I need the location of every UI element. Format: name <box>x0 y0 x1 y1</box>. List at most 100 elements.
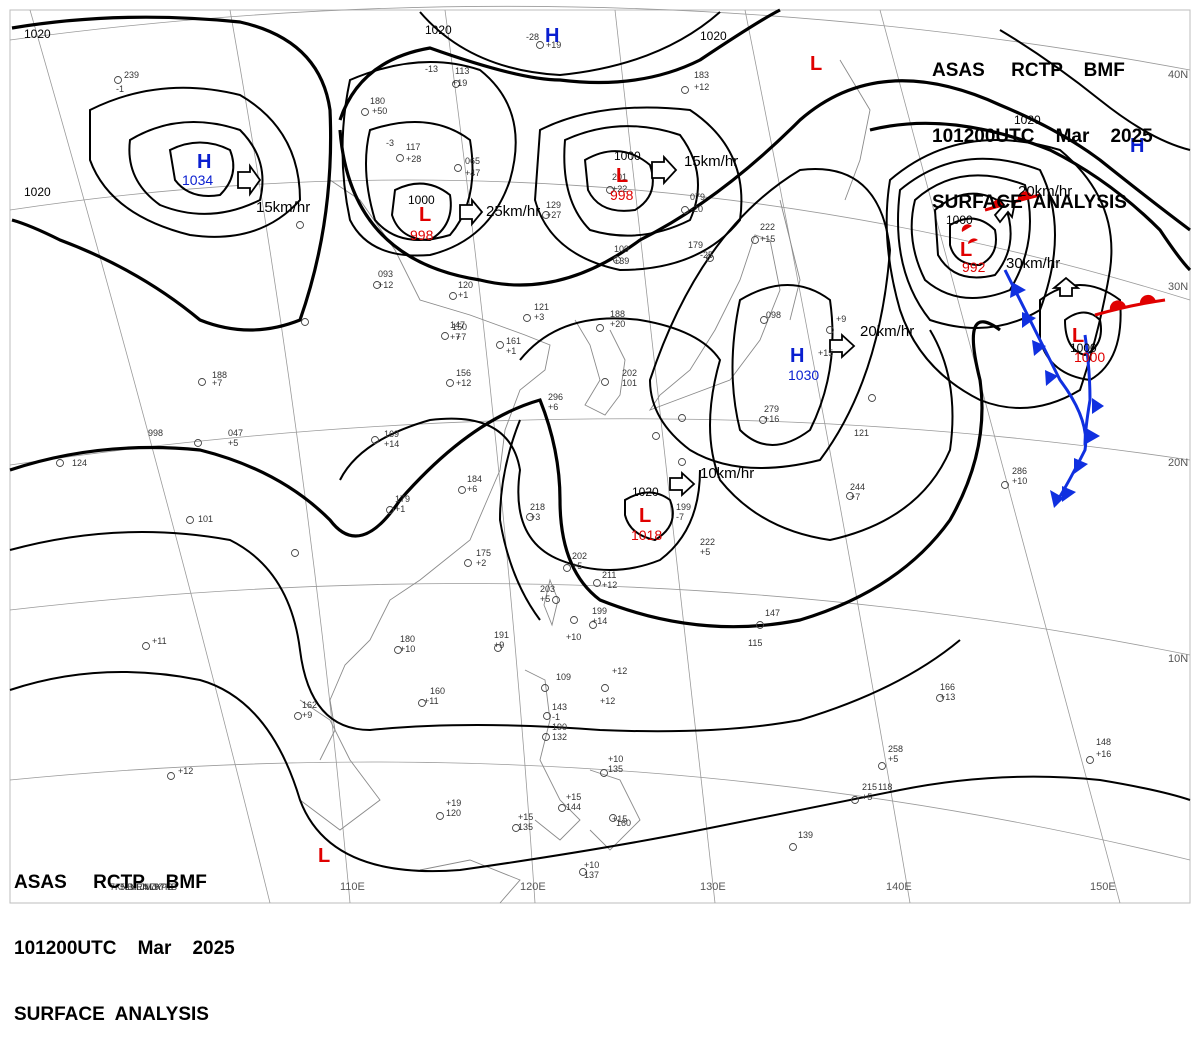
isobar-label: 1000 <box>1070 341 1097 355</box>
coastlines <box>299 59 871 904</box>
station-label: 184 <box>467 474 482 484</box>
low-center-992: L <box>960 239 972 261</box>
lat-line-0 <box>9 761 1191 861</box>
station-label: -7 <box>676 512 684 522</box>
low-value-992: 992 <box>962 259 986 275</box>
isobar-label: 1000 <box>946 213 973 227</box>
station-label: 115 <box>748 638 762 648</box>
station-label: +12 <box>600 696 615 706</box>
station-label: VRNL9 <box>130 882 159 892</box>
lon-line-140e <box>744 9 911 904</box>
movement-speeds: 15km/hr 25km/hr 15km/hr 20km/hr 10km/hr … <box>256 153 1072 482</box>
speed-l992: 30km/hr <box>1006 255 1060 272</box>
station-label: +7 <box>450 332 460 342</box>
lat-line-20n <box>9 418 1191 466</box>
station-label: +5 <box>228 438 238 448</box>
station-label: 135 <box>608 764 623 774</box>
station-label: 117 <box>406 142 420 152</box>
station-label: -13 <box>425 64 438 74</box>
station-label: JMJY <box>140 882 163 892</box>
station-label: 5LNE4 <box>120 882 148 892</box>
station-label: 203 <box>540 584 555 594</box>
isobar-1012-south <box>9 671 1191 873</box>
low-center-1018: L <box>639 505 651 527</box>
station-label: +19 <box>546 40 561 50</box>
station-label: 199 <box>676 502 691 512</box>
station-label: 175 <box>476 548 491 558</box>
station-label: +12 <box>456 378 471 388</box>
isobar-labels: 1020 1020 1020 1020 1020 1000 1000 1000 … <box>24 23 1097 499</box>
station-label: 202 <box>622 368 637 378</box>
arrow-h1030 <box>829 332 856 360</box>
lon-line-100e <box>29 9 271 904</box>
station-label: +10 <box>584 860 599 870</box>
station-label: +16 <box>1096 749 1111 759</box>
station-label: 121 <box>854 428 869 438</box>
isobar-1024-h1030 <box>648 168 892 469</box>
station-label: +14 <box>384 439 399 449</box>
station-label: 998 <box>148 428 163 438</box>
isobar-1020-l1018 <box>624 491 674 542</box>
station-label: 150 <box>452 322 467 332</box>
station-label: +39 <box>614 256 629 266</box>
station-markers <box>56 41 1094 876</box>
isobar-1020-north <box>419 11 721 77</box>
station-label: 147 <box>450 320 465 330</box>
lat-label-40n: 40N <box>1168 69 1188 81</box>
high-center-1034: H <box>197 151 211 173</box>
station-label: +2 <box>476 558 486 568</box>
station-label: 286 <box>1012 466 1027 476</box>
low-value-1000: 1000 <box>1074 349 1105 365</box>
isobar-1004-l998-west <box>365 121 474 241</box>
lon-label-110e: 110E <box>340 881 365 893</box>
station-label: 098 <box>766 310 781 320</box>
station-label: 162 <box>302 700 317 710</box>
high-center-1030: H <box>790 345 804 367</box>
isobar-1008-l992 <box>897 157 1056 329</box>
station-label: +47 <box>465 168 480 178</box>
coast-mindanao <box>589 769 641 851</box>
isobar-1000-l992 <box>933 192 1012 279</box>
station-label: 222 <box>760 222 775 232</box>
station-label: +1 <box>458 290 468 300</box>
station-label: 148 <box>1096 737 1111 747</box>
station-label: 156 <box>456 368 471 378</box>
station-label: +11 <box>424 696 439 706</box>
isobar-1004-l1000 <box>1039 284 1122 382</box>
high-center-east: H <box>1130 135 1144 157</box>
low-center-south: L <box>318 845 330 867</box>
isobar-1034-inner <box>168 141 235 197</box>
coast-indochina <box>299 699 381 831</box>
isobar-1020-central <box>338 79 1191 287</box>
header-line-1: ASAS RCTP BMF <box>932 60 1125 81</box>
station-label: 222 <box>700 537 715 547</box>
station-label: 179 <box>688 240 703 250</box>
station-label: 121 <box>534 302 549 312</box>
station-label: 101 <box>622 378 637 388</box>
station-label: 188 <box>212 370 227 380</box>
low-value-1018: 1018 <box>631 527 662 543</box>
station-label: 147 <box>765 608 780 618</box>
isobar-label: 1020 <box>632 485 659 499</box>
station-label: +1 <box>395 504 405 514</box>
station-label: 258 <box>888 744 903 754</box>
lon-label-130e: 130E <box>700 881 726 893</box>
lat-label-20n: 20N <box>1168 457 1188 469</box>
header-bottom-left: ASAS RCTP BMF 101200UTC Mar 2025 SURFACE… <box>14 828 235 1048</box>
lon-line-120e <box>444 9 536 904</box>
cold-front-triangles <box>1010 282 1104 508</box>
station-label: -1 <box>116 84 124 94</box>
isobar-1016-l1018-west <box>498 419 541 621</box>
lat-label-30n: 30N <box>1168 281 1188 293</box>
station-label: +15 <box>566 792 581 802</box>
station-label: +15 <box>612 814 627 824</box>
station-label: +5 <box>862 792 872 802</box>
arrow-l1000 <box>1051 276 1081 297</box>
lon-line-130e <box>614 9 716 904</box>
lat-line-10n <box>9 583 1191 656</box>
station-label: +28 <box>406 154 421 164</box>
station-label: +9 <box>494 640 504 650</box>
station-label: 129 <box>546 200 561 210</box>
isobar-1028-h1034 <box>89 86 302 238</box>
